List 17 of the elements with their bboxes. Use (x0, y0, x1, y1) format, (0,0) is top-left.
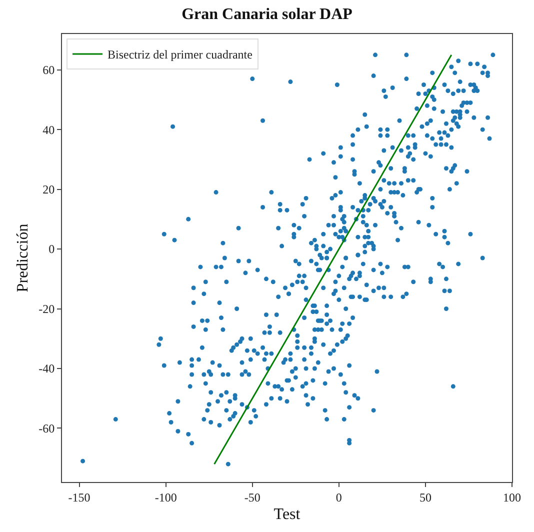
y-tick-label: 0 (48, 242, 55, 256)
x-tick-label: -150 (68, 490, 90, 504)
y-axis-title: Predicción (14, 224, 32, 292)
x-tick-label: 0 (336, 490, 342, 504)
chart-title: Gran Canaria solar DAP (182, 6, 353, 24)
y-tick-label: 60 (42, 63, 55, 78)
y-tick-label: -60 (38, 421, 55, 436)
y-tick-label: 20 (42, 182, 55, 197)
y-tick-label: -40 (38, 362, 55, 376)
x-tick-label: -100 (154, 490, 177, 504)
x-tick-label: 50 (419, 490, 432, 504)
legend-label: Bisectriz del primer cuadrante (108, 48, 252, 62)
y-tick-label: 40 (42, 122, 55, 137)
x-tick-label: -50 (244, 490, 260, 504)
y-tick-label: -20 (38, 302, 55, 316)
x-axis-title: Test (274, 506, 301, 524)
x-tick-label: 100 (503, 490, 521, 504)
